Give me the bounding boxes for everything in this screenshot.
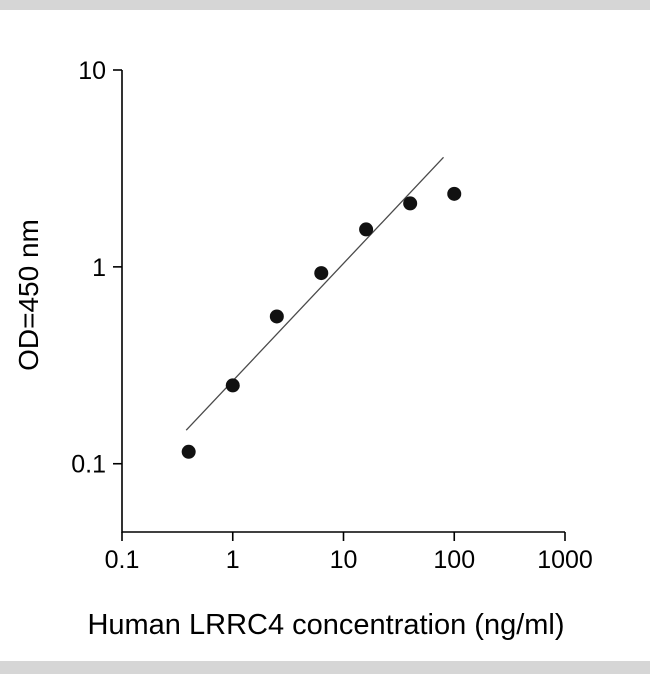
x-axis-ticks: 0.1 1 10 100 1000 bbox=[105, 532, 593, 574]
data-points bbox=[181, 186, 462, 459]
bottom-border-strip bbox=[0, 661, 650, 674]
data-point bbox=[403, 196, 418, 211]
x-axis-title: Human LRRC4 concentration (ng/ml) bbox=[87, 609, 564, 641]
x-tick-label: 10 bbox=[330, 546, 358, 574]
x-tick-label: 1000 bbox=[537, 546, 593, 574]
top-border-strip bbox=[0, 0, 650, 10]
regression-line bbox=[185, 156, 444, 431]
y-tick-label: 0.1 bbox=[71, 451, 106, 479]
data-point bbox=[269, 309, 284, 324]
data-point bbox=[181, 444, 196, 459]
y-axis-ticks: 0.1 1 10 bbox=[71, 57, 122, 479]
x-tick-label: 100 bbox=[433, 546, 475, 574]
axis-spine bbox=[121, 70, 565, 533]
axes-spines bbox=[121, 70, 565, 533]
x-tick-label: 0.1 bbox=[105, 546, 140, 574]
y-tick-label: 10 bbox=[78, 57, 106, 85]
data-point bbox=[314, 266, 329, 281]
data-point bbox=[447, 186, 462, 201]
data-point bbox=[359, 222, 374, 237]
fit-line bbox=[185, 156, 444, 431]
x-tick-label: 1 bbox=[226, 546, 240, 574]
y-axis-title: OD=450 nm bbox=[13, 219, 44, 371]
data-point bbox=[225, 378, 240, 393]
y-tick-label: 1 bbox=[92, 254, 106, 282]
